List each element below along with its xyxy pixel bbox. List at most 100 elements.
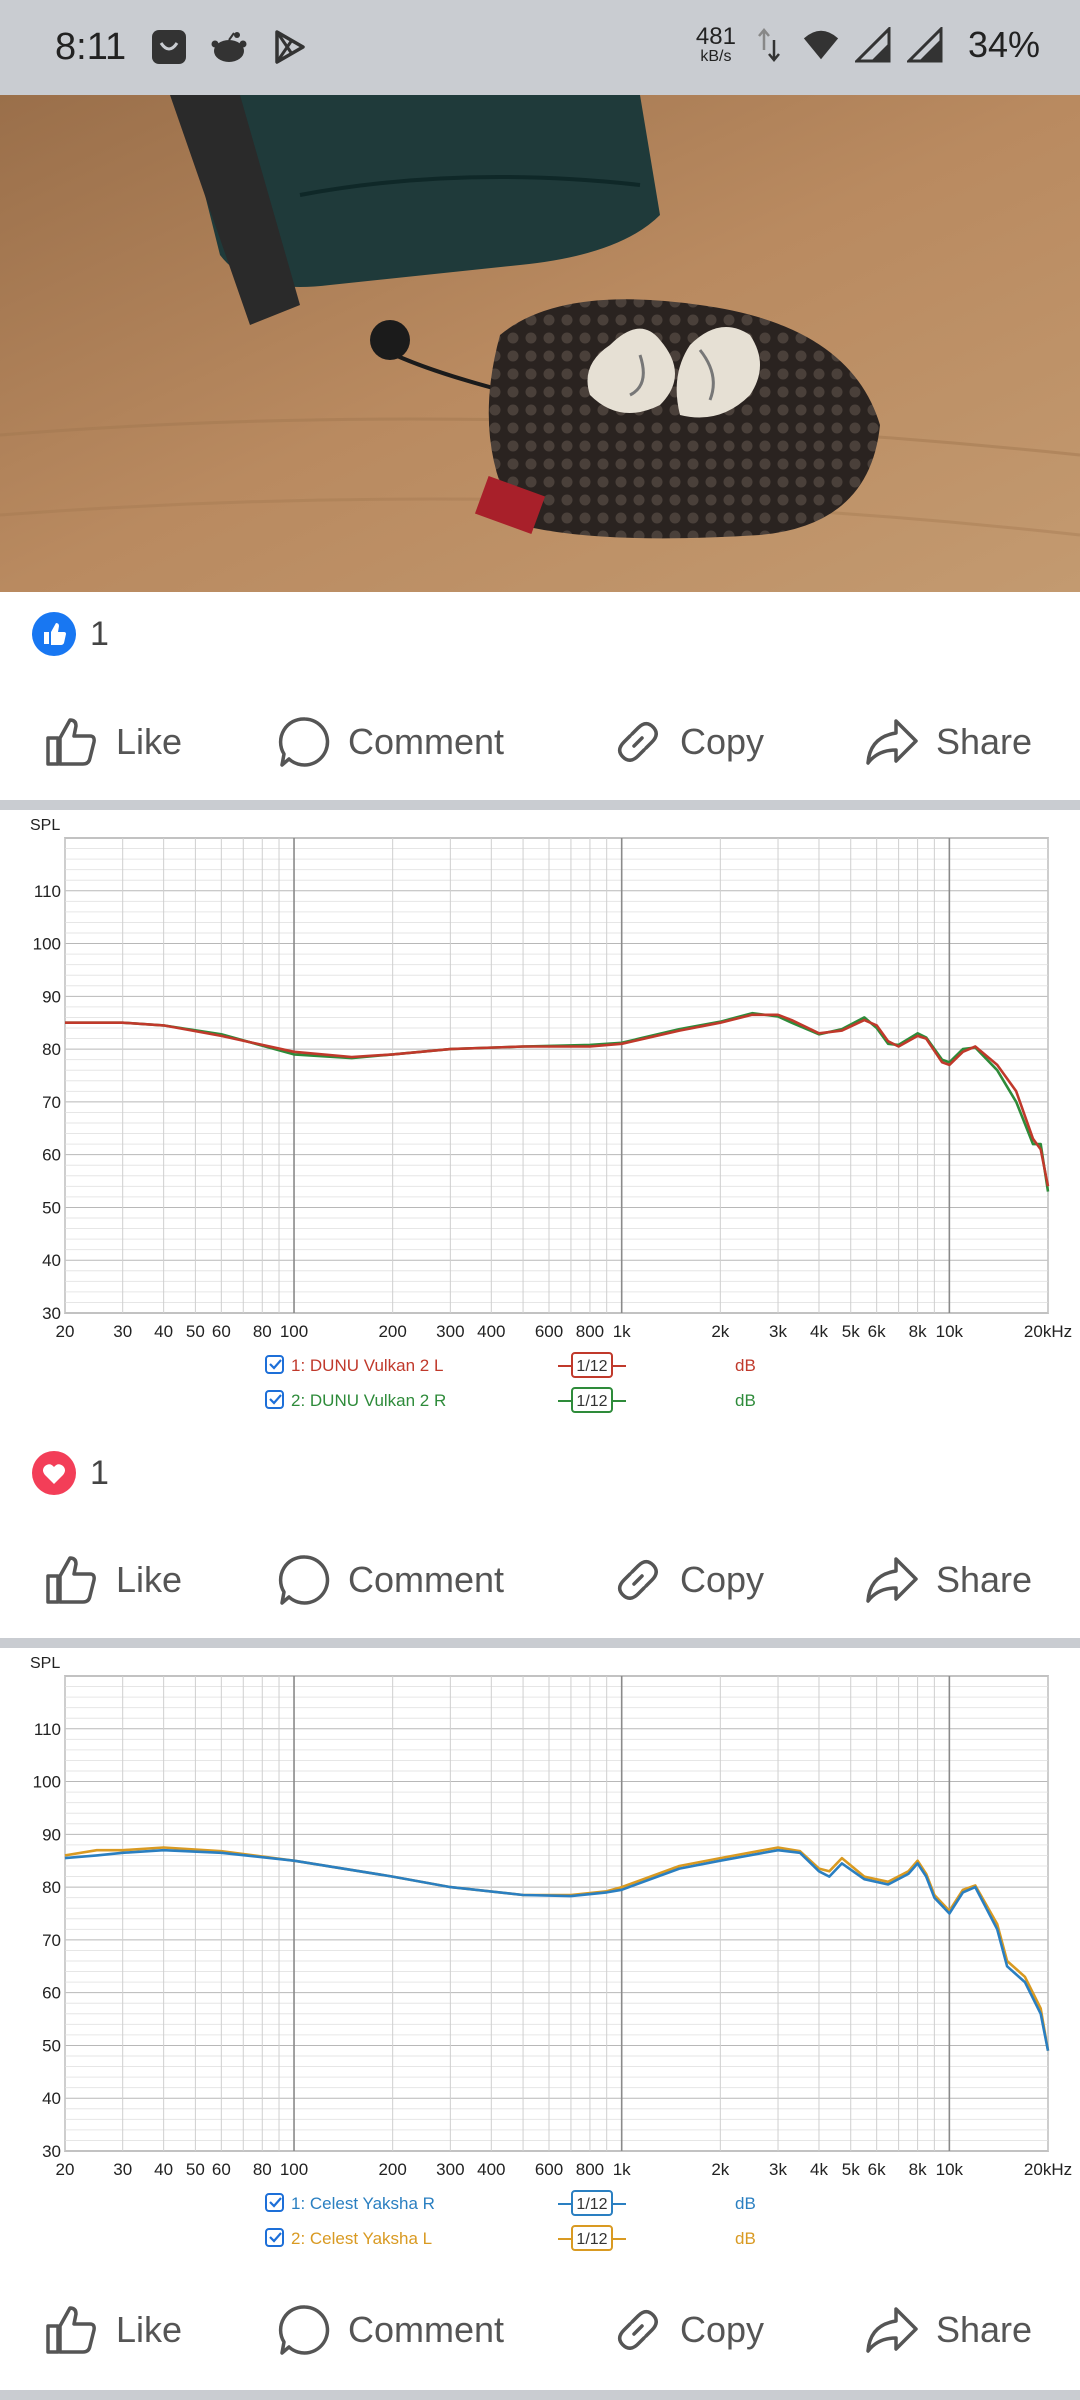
link-icon bbox=[618, 1560, 658, 1600]
y-tick-label: 110 bbox=[34, 882, 61, 901]
like-button[interactable]: Like bbox=[44, 716, 182, 768]
share-button[interactable]: Share bbox=[864, 2305, 1032, 2355]
share-icon bbox=[866, 1557, 918, 1603]
legend-item: 1: DUNU Vulkan 2 L 1/12 dB bbox=[265, 1352, 756, 1378]
checkbox-icon bbox=[265, 2228, 284, 2247]
comment-button[interactable]: Comment bbox=[278, 1553, 504, 1607]
like-button[interactable]: Like bbox=[44, 1554, 182, 1606]
legend-series-name: 2: Celest Yaksha L bbox=[291, 2229, 432, 2248]
x-tick-label: 30 bbox=[113, 1322, 132, 1341]
comment-icon bbox=[278, 717, 330, 767]
status-time: 8:11 bbox=[55, 26, 127, 68]
like-icon bbox=[46, 1556, 96, 1604]
x-tick-label: 600 bbox=[535, 2160, 563, 2179]
earphones-photo bbox=[0, 95, 1080, 592]
x-tick-label: 800 bbox=[576, 2160, 604, 2179]
share-button[interactable]: Share bbox=[864, 1555, 1032, 1605]
x-tick-label: 8k bbox=[909, 2160, 927, 2179]
battery-level: 34% bbox=[967, 24, 1040, 65]
post-actions: Like Comment Copy Share bbox=[0, 1530, 1080, 1630]
y-tick-label: 40 bbox=[42, 2089, 61, 2108]
checkbox-icon bbox=[265, 1355, 284, 1374]
love-reaction-icon bbox=[32, 1451, 76, 1495]
x-tick-label: 5k bbox=[842, 1322, 860, 1341]
x-tick-label: 20 bbox=[56, 1322, 75, 1341]
share-label: Share bbox=[936, 721, 1033, 762]
y-tick-label: 50 bbox=[42, 1198, 61, 1217]
check-mark bbox=[269, 2197, 282, 2208]
copy-label: Copy bbox=[680, 2309, 765, 2350]
y-tick-label: 70 bbox=[42, 1093, 61, 1112]
y-tick-label: 90 bbox=[42, 1825, 61, 1844]
link-icon bbox=[618, 2310, 658, 2350]
comment-button[interactable]: Comment bbox=[278, 2303, 504, 2357]
x-tick-label: 400 bbox=[477, 2160, 505, 2179]
frequency-response-chart-yaksha[interactable]: SPL 30 40 50 60 70 80 90 100 110 20 30 40 50 60 80 100 20… bbox=[0, 1648, 1080, 2278]
post-photo[interactable] bbox=[0, 95, 1080, 592]
x-tick-label: 3k bbox=[769, 1322, 787, 1341]
y-tick-label: 100 bbox=[33, 935, 61, 954]
legend-item: 2: DUNU Vulkan 2 R 1/12 dB bbox=[265, 1387, 756, 1413]
like-label: Like bbox=[116, 1559, 183, 1600]
check-mark bbox=[269, 1394, 282, 1405]
like-icon bbox=[46, 2306, 96, 2354]
x-tick-label: 40 bbox=[154, 2160, 173, 2179]
link-icon bbox=[618, 722, 658, 762]
y-tick-label: 100 bbox=[33, 1773, 61, 1792]
post-divider bbox=[0, 1638, 1080, 1648]
x-tick-label: 10k bbox=[936, 2160, 964, 2179]
x-tick-label: 10k bbox=[936, 1322, 964, 1341]
reaction-summary[interactable]: 1 bbox=[32, 612, 109, 656]
comment-icon bbox=[278, 2305, 330, 2355]
share-icon bbox=[866, 2307, 918, 2353]
x-tick-label: 8k bbox=[909, 1322, 927, 1341]
x-tick-label: 800 bbox=[576, 1322, 604, 1341]
copy-button[interactable]: Copy bbox=[612, 716, 764, 768]
smoothing-badge bbox=[571, 1352, 613, 1378]
copy-label: Copy bbox=[680, 1559, 765, 1600]
y-tick-label: 80 bbox=[42, 1878, 61, 1897]
status-bar: 8:11 481 kB/s 34% bbox=[0, 0, 1080, 95]
x-tick-label: 6k bbox=[868, 1322, 886, 1341]
legend-item: 2: Celest Yaksha L 1/12 dB bbox=[265, 2225, 756, 2251]
data-arrows-icon bbox=[750, 26, 788, 64]
smoothing-badge bbox=[571, 2225, 613, 2251]
like-button[interactable]: Like bbox=[44, 2304, 182, 2356]
smoothing-label: 1/12 bbox=[576, 1358, 607, 1375]
reaction-summary[interactable]: 1 bbox=[32, 1451, 109, 1495]
bag-icon bbox=[150, 28, 188, 66]
frequency-response-chart-dunu[interactable]: SPL 30 40 50 60 70 80 90 100 110 20 30 40 50 60 80 100 20… bbox=[0, 810, 1080, 1440]
reaction-count: 1 bbox=[90, 614, 109, 653]
reaction-count: 1 bbox=[90, 1453, 109, 1492]
share-icon bbox=[866, 719, 918, 765]
comment-button[interactable]: Comment bbox=[278, 715, 504, 769]
post-divider bbox=[0, 2390, 1080, 2400]
x-tick-label: 300 bbox=[436, 2160, 464, 2179]
y-tick-label: 80 bbox=[42, 1040, 61, 1059]
x-tick-label: 2k bbox=[711, 1322, 729, 1341]
checkbox-icon bbox=[265, 2193, 284, 2212]
legend-unit: dB bbox=[735, 1391, 756, 1410]
y-tick-label: 70 bbox=[42, 1931, 61, 1950]
legend-unit: dB bbox=[735, 2194, 756, 2213]
post-actions: Like Comment Copy Share bbox=[0, 2280, 1080, 2380]
check-mark bbox=[269, 1359, 282, 1370]
x-tick-label: 80 bbox=[253, 2160, 272, 2179]
share-button[interactable]: Share bbox=[864, 717, 1032, 767]
x-tick-label: 60 bbox=[212, 1322, 231, 1341]
plot-area bbox=[64, 1675, 1049, 2152]
check-mark bbox=[269, 2232, 282, 2243]
x-tick-label: 20kHz bbox=[1024, 1322, 1072, 1341]
legend-unit: dB bbox=[735, 1356, 756, 1375]
legend-unit: dB bbox=[735, 2229, 756, 2248]
y-tick-label: 60 bbox=[42, 1146, 61, 1165]
copy-button[interactable]: Copy bbox=[612, 2304, 764, 2356]
network-speed: 481 kB/s bbox=[695, 23, 736, 65]
smoothing-badge bbox=[571, 1387, 613, 1413]
x-tick-label: 40 bbox=[154, 1322, 173, 1341]
copy-button[interactable]: Copy bbox=[612, 1554, 764, 1606]
series-line bbox=[65, 1013, 1050, 1187]
comment-label: Comment bbox=[348, 721, 505, 762]
like-icon bbox=[46, 718, 96, 766]
